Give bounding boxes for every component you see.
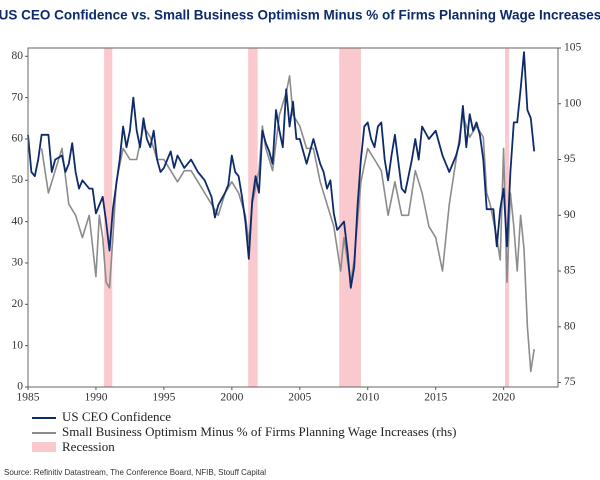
y2-tick-label: 80 (564, 320, 576, 332)
y-tick-label: 30 (12, 257, 24, 269)
x-tick-label: 2010 (356, 392, 379, 404)
y-tick-label: 50 (12, 174, 24, 186)
legend-label: US CEO Confidence (62, 409, 171, 424)
series-line (27, 51, 536, 289)
source: Source: Refinitiv Datastream, The Confer… (4, 468, 266, 477)
recession-band (505, 48, 510, 387)
x-tick-label: 1995 (152, 392, 175, 404)
recession-band (104, 48, 113, 387)
y2-tick-label: 105 (564, 42, 582, 54)
x-tick-label: 2005 (288, 392, 311, 404)
y2-tick-label: 85 (564, 265, 576, 277)
chart-title: US CEO Confidence vs. Small Business Opt… (0, 8, 600, 23)
y-tick-label: 40 (12, 215, 24, 227)
y2-tick-label: 75 (564, 376, 576, 388)
y-tick-label: 80 (12, 50, 24, 62)
legend-label: Recession (62, 439, 115, 454)
recession-band (339, 48, 361, 387)
legend-label: Small Business Optimism Minus % of Firms… (62, 424, 456, 439)
x-tick-label: 2015 (424, 392, 447, 404)
y-tick-label: 0 (17, 381, 23, 393)
x-tick-label: 1990 (84, 392, 107, 404)
y2-tick-label: 95 (564, 153, 576, 165)
y2-tick-label: 100 (564, 97, 582, 109)
y2-tick-label: 90 (564, 209, 576, 221)
plot-frame (27, 47, 559, 388)
y-tick-label: 10 (12, 339, 24, 351)
x-tick-label: 2020 (492, 392, 515, 404)
recession-band (248, 48, 258, 387)
y-tick-label: 20 (12, 298, 24, 310)
x-tick-label: 2000 (220, 392, 243, 404)
y-tick-label: 70 (12, 91, 24, 103)
x-tick-label: 1985 (17, 392, 40, 404)
series-line (40, 75, 535, 373)
legend-swatch (32, 442, 56, 452)
y-tick-label: 60 (12, 133, 24, 145)
